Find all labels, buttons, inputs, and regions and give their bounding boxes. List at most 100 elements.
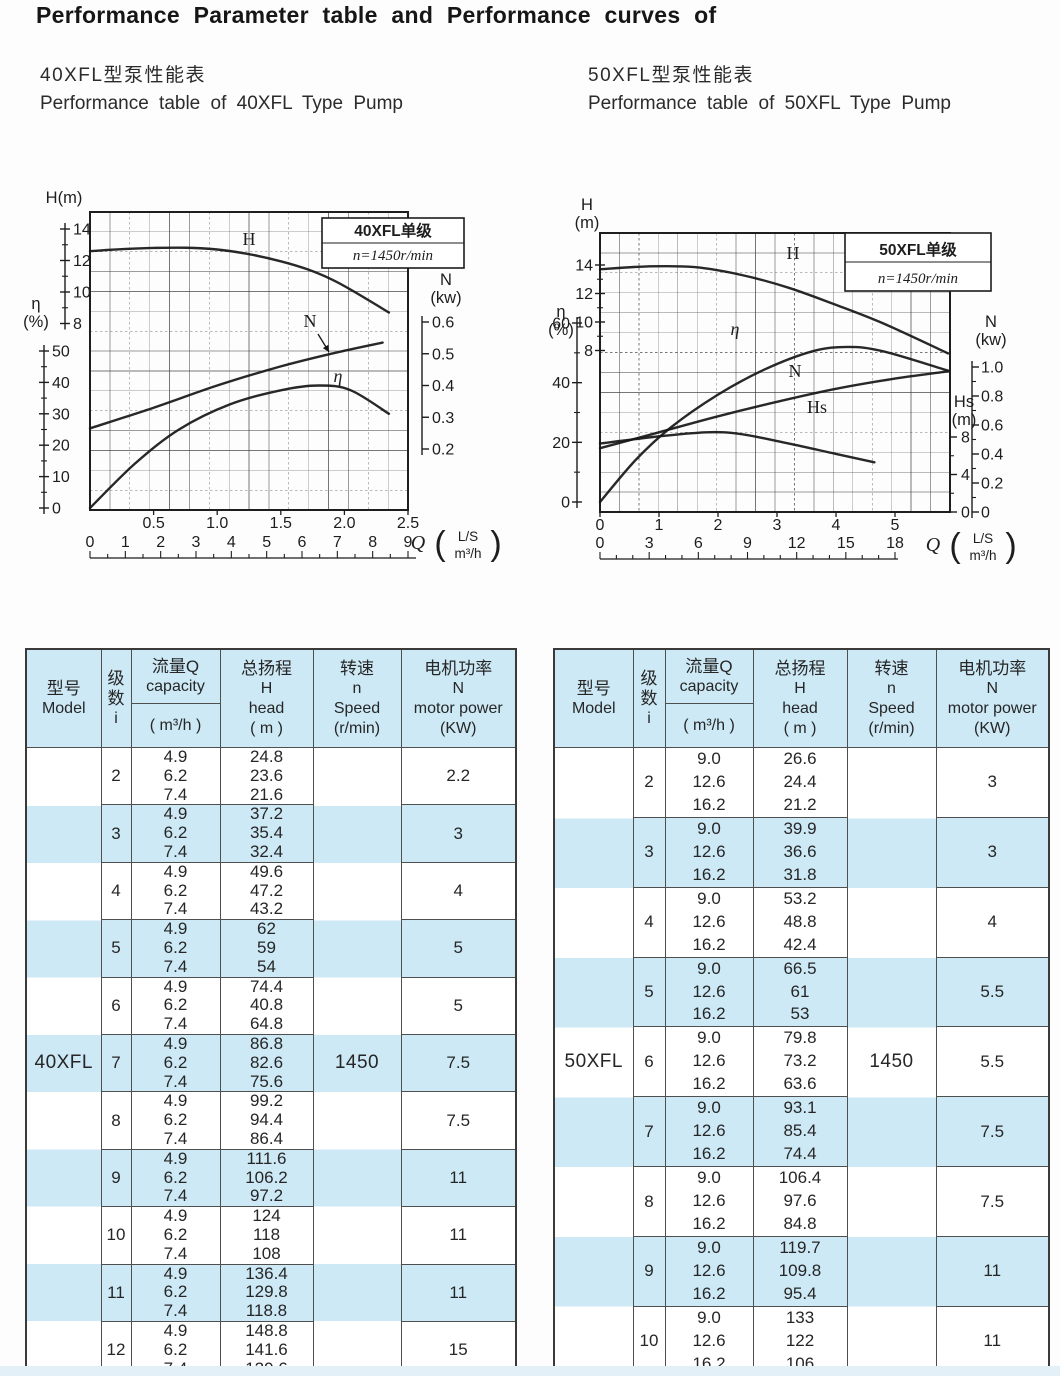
svg-text:(: (: [434, 525, 446, 563]
svg-text:1: 1: [655, 517, 664, 534]
svg-text:40: 40: [552, 375, 570, 392]
header-model: 型号 Model: [553, 648, 634, 748]
head-cell: 26.6 24.4 21.2: [752, 747, 848, 818]
curve-Hs: [598, 430, 876, 464]
svg-text:10: 10: [73, 285, 91, 302]
curve-η: [598, 345, 950, 504]
svg-text:(: (: [949, 527, 961, 565]
power-cell: 5: [400, 976, 517, 1035]
head-cell: 74.4 40.8 64.8: [219, 976, 314, 1035]
stage-cell: 6: [100, 976, 132, 1035]
table-row: 7 9.0 12.6 16.2 93.1 85.4 74.4 7.5: [554, 1096, 1050, 1168]
axis-N: 0.6 0.5 0.4 0.3 0.2 N(kw): [421, 271, 462, 459]
svg-text:5: 5: [262, 534, 271, 551]
table-row: 50XFL 2 9.0 12.6 16.2 26.6 24.4 21.2 1450 3: [553, 746, 1050, 1376]
svg-text:m³/h: m³/h: [970, 548, 997, 563]
axis-Hs: 8 4 0 Hs(m): [950, 393, 976, 522]
svg-text:η: η: [556, 303, 565, 321]
capacity-cell: 9.0 12.6 16.2: [664, 1305, 754, 1376]
svg-text:0: 0: [596, 535, 605, 552]
svg-text:H(m): H(m): [46, 189, 83, 207]
power-cell: 11: [400, 1206, 517, 1265]
stage-cell: 5: [632, 956, 666, 1028]
svg-text:0.4: 0.4: [981, 447, 1003, 464]
capacity-cell: 9.0 12.6 16.2: [664, 956, 754, 1028]
svg-text:Hs: Hs: [954, 393, 974, 411]
chart-label-box: 40XFL单级 n=1450r/min: [321, 217, 465, 269]
svg-text:6: 6: [298, 534, 307, 551]
svg-text:0.5: 0.5: [432, 346, 454, 363]
power-cell: 7.5: [935, 1166, 1050, 1238]
svg-text:50XFL单级: 50XFL单级: [879, 240, 957, 259]
capacity-cell: 9.0 12.6 16.2: [664, 1026, 754, 1098]
capacity-cell: 9.0 12.6 16.2: [664, 1166, 754, 1238]
svg-text:0.5: 0.5: [142, 515, 164, 532]
svg-text:(m): (m): [952, 411, 977, 429]
svg-text:L/S: L/S: [973, 531, 993, 546]
axis-eta: 60 40 20 0 η(%): [548, 303, 582, 512]
svg-text:Q: Q: [411, 532, 426, 554]
capacity-cell: 9.0 12.6 16.2: [664, 816, 754, 888]
stage-cell: 3: [632, 816, 666, 888]
header-capacity: 流量Q capacity( m³/h ): [664, 648, 754, 748]
svg-text:40: 40: [52, 375, 70, 392]
table-row: 11 4.9 6.2 7.4 136.4 129.8 118.8 11: [26, 1263, 517, 1322]
capacity-cell: 9.0 12.6 16.2: [664, 1236, 754, 1307]
page-title: Performance Parameter table and Performa…: [36, 2, 717, 28]
axis-H: 14 12 10 8 H(m): [46, 189, 91, 333]
svg-text:1.0: 1.0: [981, 360, 1003, 377]
stage-cell: 4: [632, 886, 666, 958]
svg-text:0: 0: [86, 534, 95, 551]
svg-text:Q: Q: [926, 534, 941, 556]
stage-cell: 9: [632, 1236, 666, 1307]
stage-cell: 6: [632, 1026, 666, 1098]
svg-text:3: 3: [192, 534, 201, 551]
stage-cell: 10: [632, 1305, 666, 1376]
subtitle-cn-40xfl: 40XFL型泵性能表: [40, 65, 206, 86]
stage-cell: 2: [100, 746, 132, 806]
curve-label-N: N: [304, 311, 317, 331]
stage-cell: 9: [100, 1148, 132, 1208]
table-row: 10 9.0 12.6 16.2 133 122 106 11: [554, 1305, 1050, 1376]
table-row: 8 4.9 6.2 7.4 99.2 94.4 86.4 7.5: [26, 1091, 517, 1150]
head-cell: 66.5 61 53: [752, 956, 848, 1028]
curve-N: [88, 341, 384, 430]
head-cell: 136.4 129.8 118.8: [219, 1263, 314, 1322]
axis-N: 1.0 0.8 0.6 0.4 0.2 0 N(kw): [971, 313, 1007, 522]
capacity-cell: 9.0 12.6 16.2: [664, 886, 754, 958]
subtitle-en-50xfl: Performance table of 50XFL Type Pump: [588, 93, 951, 114]
axis-eta: 50 40 30 20 10 0 η(%): [23, 295, 70, 518]
power-cell: 11: [935, 1236, 1050, 1307]
table-row: 40XFL 2 4.9 6.2 7.4 24.8 23.6 21.6 1450 2.2: [25, 746, 517, 1376]
curve-label-H: H: [243, 229, 256, 249]
x-axis: 0.5 1.0 1.5 2.0 2.5 0 1 2 3 4 5 6 7 8 9Q (L/S m³/h): [86, 510, 502, 563]
svg-text:0: 0: [561, 495, 570, 512]
head-cell: 49.6 47.2 43.2: [219, 861, 314, 921]
svg-text:n=1450r/min: n=1450r/min: [353, 248, 433, 264]
curve-label-H: H: [787, 243, 800, 263]
power-cell: 7.5: [935, 1096, 1050, 1168]
svg-text:2: 2: [156, 534, 165, 551]
stage-cell: 10: [100, 1206, 132, 1265]
head-cell: 99.2 94.4 86.4: [219, 1091, 314, 1150]
svg-text:0.2: 0.2: [432, 442, 454, 459]
svg-text:20: 20: [52, 438, 70, 455]
power-cell: 3: [935, 747, 1050, 818]
curve-N: [598, 370, 950, 450]
svg-text:8: 8: [73, 316, 82, 333]
svg-text:0.8: 0.8: [981, 389, 1003, 406]
svg-text:η: η: [31, 295, 40, 313]
svg-text:9: 9: [743, 535, 752, 552]
svg-text:4: 4: [227, 534, 236, 551]
svg-text:18: 18: [886, 535, 904, 552]
svg-text:8: 8: [961, 430, 970, 447]
head-cell: 119.7 109.8 95.4: [752, 1236, 848, 1307]
table-row: 6 4.9 6.2 7.4 74.4 40.8 64.8 5: [26, 976, 517, 1035]
